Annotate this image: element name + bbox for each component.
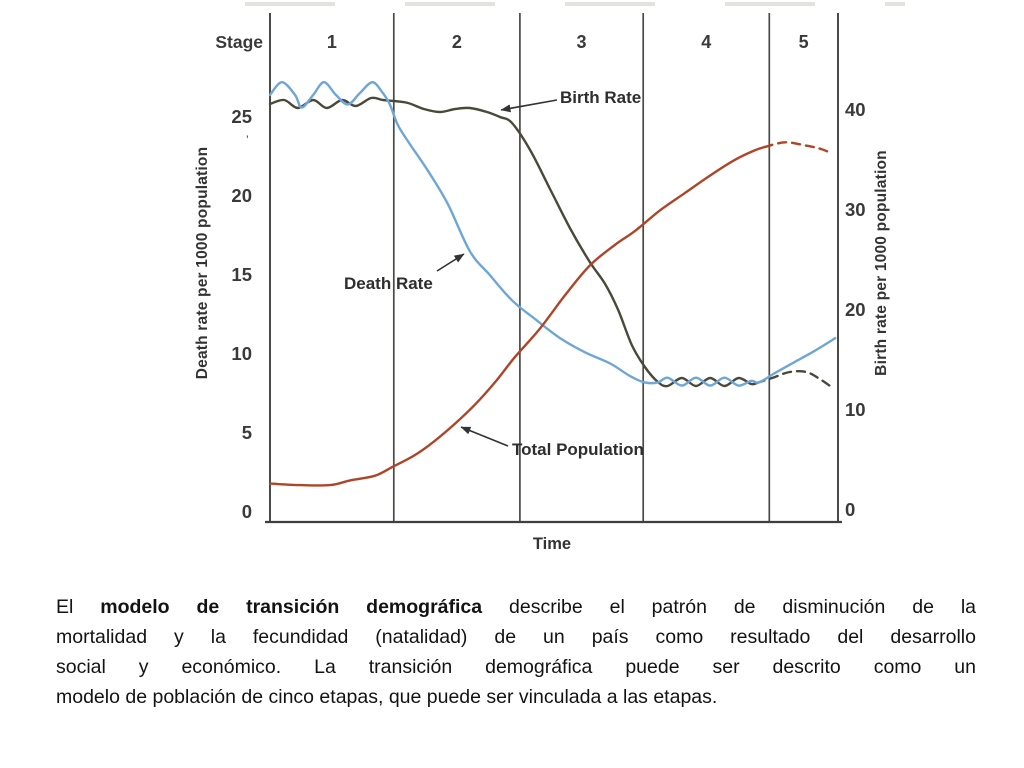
right-axis-tick-40: 40 (845, 99, 866, 120)
left-axis-tick-20: 20 (231, 185, 252, 206)
total-population-arrow (460, 426, 509, 447)
curve-birth-rate (268, 96, 758, 388)
paragraph-line-1: El modelo de transición demográfica desc… (56, 592, 976, 622)
right-axis-tick-30: 30 (845, 199, 866, 220)
paragraph-text: El (56, 596, 101, 618)
left-axis-tick-25: 25 (231, 106, 252, 127)
curve-death-rate (268, 81, 837, 387)
paragraph-line-4: modelo de población de cinco etapas, que… (56, 686, 718, 708)
description-paragraph: El modelo de transición demográfica desc… (56, 592, 976, 712)
stage-boundaries (269, 13, 839, 522)
scan-artifact-mark: ’ (246, 133, 249, 147)
right-axis-tick-20: 20 (845, 299, 866, 320)
paragraph-line-3: social y económico. La transición demogr… (56, 656, 976, 678)
x-axis-title: Time (533, 535, 571, 553)
right-axis-tick-10: 10 (845, 399, 866, 420)
curve-birth-rate-projection-dashed (755, 369, 835, 390)
left-axis-tick-0: 0 (242, 501, 252, 522)
left-axis-title: Death rate per 1000 population (194, 147, 211, 380)
stage-number-3: 3 (576, 32, 586, 52)
death-rate-arrow (436, 253, 465, 272)
paragraph-bold: modelo de transición demográfica (100, 596, 483, 618)
left-axis-tick-5: 5 (242, 422, 252, 443)
left-axis-tick-15: 15 (231, 264, 252, 285)
total-population-label: Total Population (512, 440, 644, 459)
stage-number-5: 5 (799, 32, 809, 52)
curve-total-population (268, 145, 766, 487)
paragraph-line-2: mortalidad y la fecundidad (natalidad) d… (56, 626, 976, 648)
death-rate-label: Death Rate (344, 274, 433, 293)
stage-numbers: 1 2 3 4 5 (327, 32, 809, 52)
stage-number-1: 1 (327, 32, 337, 52)
birth-rate-label: Birth Rate (560, 88, 641, 107)
right-axis-title: Birth rate per 1000 population (873, 150, 890, 376)
paragraph-text: describe el patrón de disminución de la (482, 596, 977, 618)
right-axis-ticks: 40 30 20 10 0 (845, 99, 866, 520)
right-axis-tick-0: 0 (845, 499, 855, 520)
left-axis-tick-10: 10 (231, 343, 252, 364)
stage-header-label: Stage (215, 32, 263, 52)
stage-number-4: 4 (701, 32, 711, 52)
left-axis-ticks: 25 20 15 10 5 0 (231, 106, 252, 522)
curves (268, 81, 837, 487)
stage-number-2: 2 (452, 32, 462, 52)
curve-total-population-projection-dashed (763, 141, 833, 155)
birth-rate-arrow (500, 99, 558, 113)
